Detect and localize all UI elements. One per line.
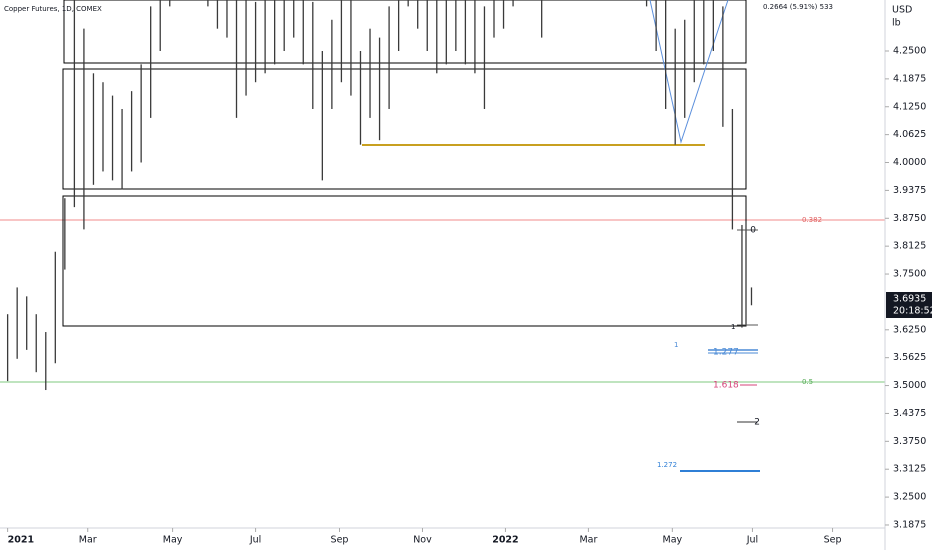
currency-label: USD bbox=[892, 5, 912, 16]
x-tick-label: 2021 bbox=[8, 535, 34, 546]
y-tick-label: 3.5625 bbox=[893, 352, 926, 363]
symbol-title: Copper Futures, 1D, COMEX bbox=[4, 5, 102, 13]
y-tick-label: 3.4375 bbox=[893, 408, 926, 419]
x-tick-label: May bbox=[163, 535, 183, 546]
price-badge bbox=[886, 292, 932, 318]
x-tick-label: Nov bbox=[413, 535, 432, 546]
x-tick-label: Sep bbox=[824, 535, 842, 546]
x-tick-label: Sep bbox=[331, 535, 349, 546]
fib-label: 2 bbox=[754, 418, 760, 428]
x-tick-label: 2022 bbox=[492, 535, 518, 546]
fib-label: 1.618 bbox=[713, 381, 739, 391]
countdown: 20:18:52 bbox=[893, 306, 932, 317]
fib-label: 1 bbox=[674, 341, 678, 349]
fib-label: 1 bbox=[731, 323, 735, 331]
x-tick-label: Jul bbox=[249, 535, 261, 546]
pattern-line bbox=[649, 0, 729, 144]
y-tick-label: 4.2500 bbox=[893, 45, 926, 56]
y-tick-label: 4.0000 bbox=[893, 157, 926, 168]
zone-box bbox=[62, 195, 747, 327]
last-price: 3.6935 bbox=[893, 294, 926, 305]
y-tick-label: 3.3750 bbox=[893, 436, 926, 447]
measure-label: 0.2664 (5.91%) 533 bbox=[763, 3, 833, 11]
y-tick-label: 3.8750 bbox=[893, 213, 926, 224]
y-tick-label: 4.0625 bbox=[893, 129, 926, 140]
y-tick-label: 3.9375 bbox=[893, 185, 926, 196]
y-tick-label: 3.8125 bbox=[893, 241, 926, 252]
fib-label: 0 bbox=[750, 226, 756, 236]
zone-box bbox=[63, 0, 747, 64]
y-tick-label: 4.1250 bbox=[893, 101, 926, 112]
fib-label: 0.5 bbox=[802, 378, 813, 386]
unit-label: lb bbox=[892, 18, 901, 29]
zone-box bbox=[62, 68, 747, 190]
fib-label: 1.272 bbox=[657, 461, 677, 469]
y-tick-label: 3.1875 bbox=[893, 519, 926, 530]
y-tick-label: 3.5000 bbox=[893, 380, 926, 391]
y-tick-label: 3.6250 bbox=[893, 324, 926, 335]
x-tick-label: Mar bbox=[579, 535, 597, 546]
fib-label: 1.277 bbox=[713, 348, 739, 358]
y-tick-label: 3.3125 bbox=[893, 464, 926, 475]
x-tick-label: Jul bbox=[746, 535, 758, 546]
y-tick-label: 3.2500 bbox=[893, 492, 926, 503]
y-tick-label: 4.1875 bbox=[893, 73, 926, 84]
fib-label: 0.382 bbox=[802, 216, 822, 224]
y-tick-label: 3.7500 bbox=[893, 269, 926, 280]
x-tick-label: Mar bbox=[79, 535, 97, 546]
x-tick-label: May bbox=[663, 535, 683, 546]
plot-area bbox=[0, 0, 885, 472]
